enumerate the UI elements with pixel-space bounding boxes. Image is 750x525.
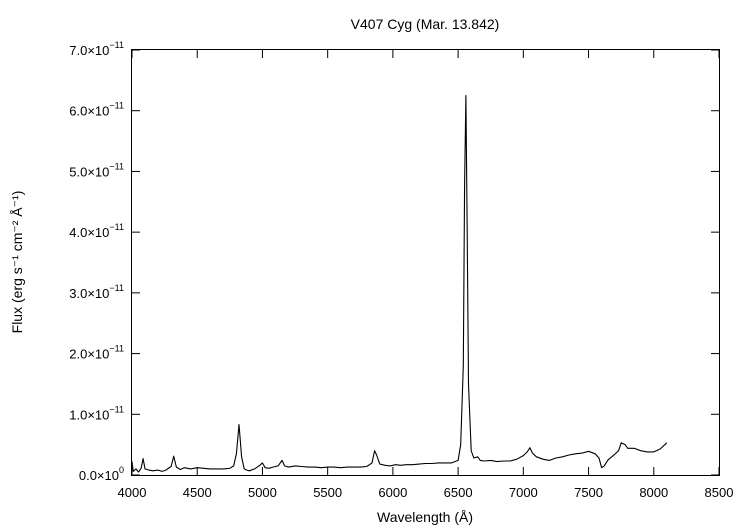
plot-frame <box>131 49 720 476</box>
y-tick-label: 6.0×10−11 <box>69 101 124 119</box>
x-tick-label: 7000 <box>509 485 538 500</box>
y-tick-label: 5.0×10−11 <box>69 161 124 179</box>
x-tick-label: 6500 <box>444 485 473 500</box>
y-axis-label: Flux (erg s⁻¹ cm⁻² Å⁻¹) <box>9 191 25 334</box>
chart-title: V407 Cyg (Mar. 13.842) <box>351 16 500 32</box>
x-tick-label: 4000 <box>118 485 147 500</box>
y-tick-label: 3.0×10−11 <box>69 283 124 301</box>
y-tick-label: 1.0×10−11 <box>69 404 124 422</box>
x-tick-label: 7500 <box>574 485 603 500</box>
x-tick-label: 5500 <box>313 485 342 500</box>
x-tick-label: 5000 <box>248 485 277 500</box>
y-tick-label: 4.0×10−11 <box>69 222 124 240</box>
x-tick-label: 6000 <box>378 485 407 500</box>
x-tick-label: 8500 <box>705 485 734 500</box>
x-tick-label: 8000 <box>639 485 668 500</box>
y-axis: 0.0×100 1.0×10−11 2.0×10−11 3.0×10−11 4.0×10… <box>69 40 719 483</box>
y-tick-label: 2.0×10−11 <box>69 344 124 362</box>
x-tick-label: 4500 <box>183 485 212 500</box>
y-tick-label: 0.0×100 <box>79 465 124 483</box>
y-tick-label: 7.0×10−11 <box>69 40 124 58</box>
x-axis-label: Wavelength (Å) <box>377 509 473 525</box>
x-axis: 4000 4500 5000 5500 6000 6500 7000 7500 8000 8500 <box>118 50 734 500</box>
spectrum-line <box>131 94 668 473</box>
